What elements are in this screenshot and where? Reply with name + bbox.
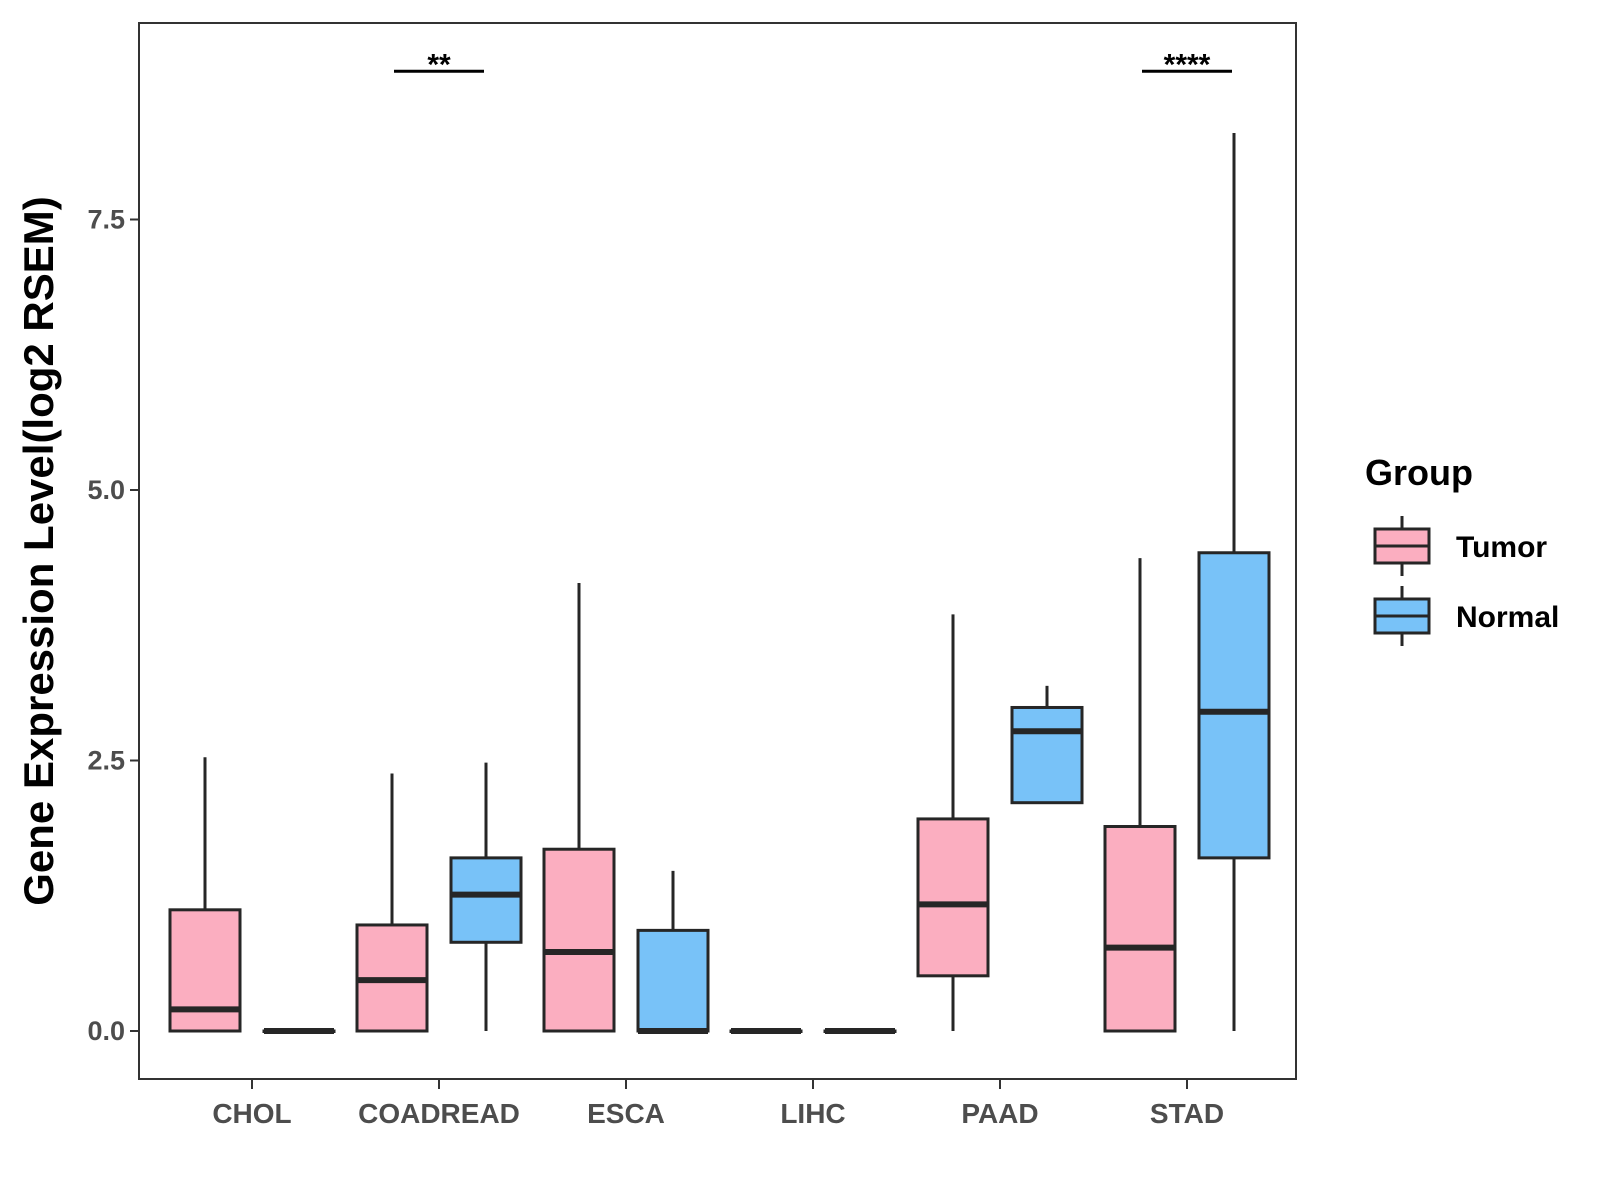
box-body-normal-stad [1197, 551, 1271, 860]
legend-title: Group [1365, 452, 1473, 493]
legend-label-tumor: Tumor [1456, 531, 1547, 564]
y-tick-label-0.0: 0.0 [87, 1016, 125, 1046]
y-axis-title: Gene Expression Level(log2 RSEM) [15, 196, 62, 906]
x-tick-label-lihc: LIHC [780, 1098, 845, 1129]
box-normal-lihc [823, 1028, 897, 1034]
x-tick-label-paad: PAAD [961, 1098, 1038, 1129]
box-body-tumor-chol [168, 908, 242, 1033]
box-body-tumor-stad [1103, 825, 1177, 1033]
box-body-tumor-paad [916, 817, 990, 978]
panel-border [138, 22, 1297, 1080]
y-tick-label-5.0: 5.0 [87, 475, 125, 505]
box-body-tumor-esca [542, 847, 616, 1033]
significance-label-stad: **** [1164, 48, 1211, 81]
plot-area: ** **** [168, 48, 1271, 1034]
box-body-normal-coadread [449, 856, 523, 944]
x-tick-label-esca: ESCA [587, 1098, 665, 1129]
x-tick-label-coadread: COADREAD [358, 1098, 520, 1129]
x-tick-label-chol: CHOL [212, 1098, 291, 1129]
y-tick-label-7.5: 7.5 [87, 205, 125, 235]
box-tumor-lihc [729, 1028, 803, 1034]
box-tumor-paad [916, 614, 990, 1031]
significance-label-coadread: ** [427, 48, 451, 81]
box-normal-paad [1010, 685, 1084, 805]
box-normal-stad [1197, 132, 1271, 1031]
legend: Group Tumor Normal [1365, 452, 1559, 646]
x-tick-label-stad: STAD [1150, 1098, 1224, 1129]
legend-label-normal: Normal [1456, 601, 1559, 634]
axes: 0.0 2.5 5.0 7.5 CHOL COADREAD ESCA LIHC PAAD STAD [87, 205, 1224, 1130]
box-tumor-chol [168, 757, 242, 1033]
box-normal-chol [262, 1028, 336, 1034]
box-tumor-coadread [355, 773, 429, 1033]
box-body-normal-paad [1010, 705, 1084, 805]
box-tumor-stad [1103, 558, 1177, 1033]
box-tumor-esca [542, 583, 616, 1033]
box-body-normal-esca [636, 928, 710, 1033]
y-tick-label-2.5: 2.5 [87, 746, 125, 776]
box-normal-esca [636, 870, 710, 1034]
box-normal-coadread [449, 762, 523, 1031]
